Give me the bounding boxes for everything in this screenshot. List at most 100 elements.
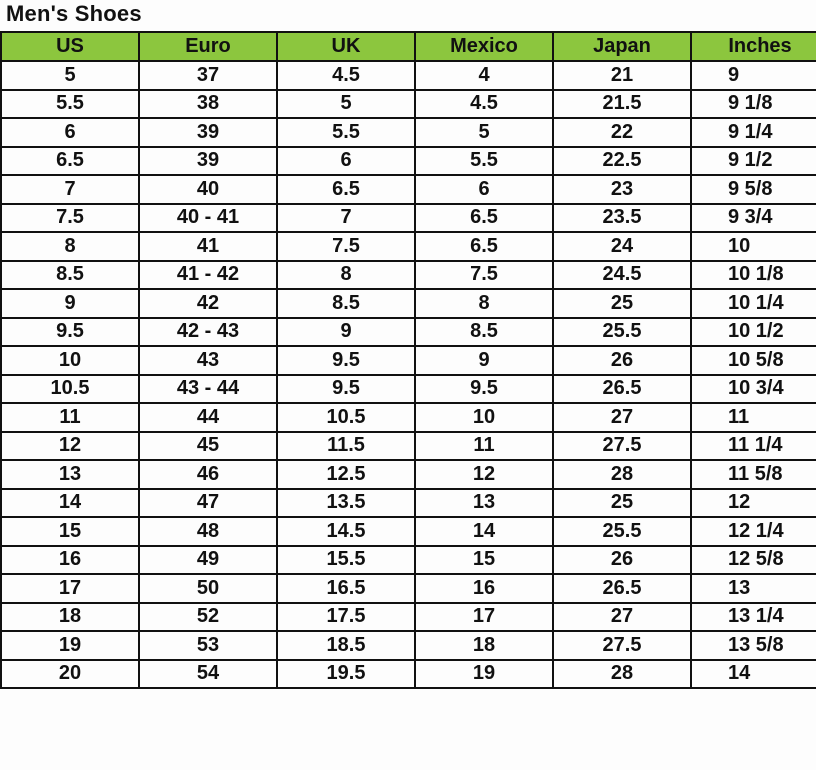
cell-mexico: 13 [414,487,554,518]
cell-us: 15 [0,516,140,547]
cell-inches: 9 1/2 [690,145,816,176]
cell-us: 6 [0,117,140,148]
cell-us: 12 [0,430,140,461]
cell-euro: 41 [138,231,278,262]
cell-euro: 46 [138,459,278,490]
cell-us: 8 [0,231,140,262]
table-row: 7 40 6.5 6 23 9 5/8 [0,174,816,205]
cell-uk: 13.5 [276,487,416,518]
cell-uk: 17.5 [276,601,416,632]
cell-mexico: 5 [414,117,554,148]
cell-us: 8.5 [0,259,140,290]
cell-uk: 15.5 [276,544,416,575]
cell-japan: 28 [552,658,692,689]
table-row: 9 42 8.5 8 25 10 1/4 [0,288,816,319]
cell-mexico: 6 [414,174,554,205]
cell-inches: 12 [690,487,816,518]
cell-mexico: 12 [414,459,554,490]
cell-us: 9 [0,288,140,319]
cell-japan: 25 [552,487,692,518]
cell-us: 16 [0,544,140,575]
cell-japan: 26.5 [552,373,692,404]
table-row: 6.5 39 6 5.5 22.5 9 1/2 [0,145,816,176]
page-title: Men's Shoes [6,1,142,26]
cell-inches: 9 3/4 [690,202,816,233]
cell-mexico: 9.5 [414,373,554,404]
cell-euro: 50 [138,573,278,604]
cell-mexico: 11 [414,430,554,461]
cell-euro: 43 [138,345,278,376]
cell-us: 18 [0,601,140,632]
cell-mexico: 10 [414,402,554,433]
cell-inches: 13 5/8 [690,630,816,661]
cell-uk: 6 [276,145,416,176]
table-row: 9.5 42 - 43 9 8.5 25.5 10 1/2 [0,316,816,347]
table-row: 6 39 5.5 5 22 9 1/4 [0,117,816,148]
cell-uk: 19.5 [276,658,416,689]
column-header-mexico: Mexico [414,31,554,62]
cell-uk: 5 [276,88,416,119]
cell-euro: 37 [138,60,278,91]
cell-uk: 10.5 [276,402,416,433]
size-chart-table: US Euro UK Mexico Japan Inches 5 37 4.5 4 21 9 5.5 3… [0,31,816,689]
table-row: 15 48 14.5 14 25.5 12 1/4 [0,516,816,547]
cell-inches: 10 5/8 [690,345,816,376]
cell-us: 7 [0,174,140,205]
cell-inches: 11 1/4 [690,430,816,461]
cell-uk: 14.5 [276,516,416,547]
cell-euro: 48 [138,516,278,547]
cell-us: 10.5 [0,373,140,404]
cell-uk: 18.5 [276,630,416,661]
cell-mexico: 16 [414,573,554,604]
cell-inches: 9 [690,60,816,91]
header-row: US Euro UK Mexico Japan Inches [0,31,816,62]
cell-japan: 25.5 [552,316,692,347]
table-row: 20 54 19.5 19 28 14 [0,658,816,689]
cell-japan: 25.5 [552,516,692,547]
cell-mexico: 15 [414,544,554,575]
cell-euro: 44 [138,402,278,433]
cell-mexico: 19 [414,658,554,689]
column-header-uk: UK [276,31,416,62]
cell-uk: 9.5 [276,373,416,404]
cell-uk: 8.5 [276,288,416,319]
cell-us: 13 [0,459,140,490]
column-header-inches: Inches [690,31,816,62]
cell-mexico: 4.5 [414,88,554,119]
cell-us: 6.5 [0,145,140,176]
cell-uk: 9 [276,316,416,347]
cell-us: 5.5 [0,88,140,119]
cell-euro: 43 - 44 [138,373,278,404]
cell-uk: 8 [276,259,416,290]
table-row: 10.5 43 - 44 9.5 9.5 26.5 10 3/4 [0,373,816,404]
cell-uk: 9.5 [276,345,416,376]
cell-japan: 21 [552,60,692,91]
cell-japan: 26 [552,544,692,575]
cell-japan: 28 [552,459,692,490]
cell-uk: 7.5 [276,231,416,262]
table-row: 16 49 15.5 15 26 12 5/8 [0,544,816,575]
cell-us: 10 [0,345,140,376]
cell-inches: 12 1/4 [690,516,816,547]
cell-mexico: 6.5 [414,231,554,262]
table-row: 14 47 13.5 13 25 12 [0,487,816,518]
cell-euro: 45 [138,430,278,461]
cell-japan: 21.5 [552,88,692,119]
cell-uk: 4.5 [276,60,416,91]
column-header-japan: Japan [552,31,692,62]
cell-inches: 9 1/4 [690,117,816,148]
table-row: 5.5 38 5 4.5 21.5 9 1/8 [0,88,816,119]
cell-japan: 27 [552,601,692,632]
table-row: 19 53 18.5 18 27.5 13 5/8 [0,630,816,661]
cell-us: 19 [0,630,140,661]
table-row: 18 52 17.5 17 27 13 1/4 [0,601,816,632]
cell-inches: 11 5/8 [690,459,816,490]
table-row: 17 50 16.5 16 26.5 13 [0,573,816,604]
column-header-euro: Euro [138,31,278,62]
cell-inches: 10 1/8 [690,259,816,290]
cell-inches: 14 [690,658,816,689]
cell-us: 11 [0,402,140,433]
cell-inches: 11 [690,402,816,433]
cell-japan: 22.5 [552,145,692,176]
cell-inches: 10 [690,231,816,262]
